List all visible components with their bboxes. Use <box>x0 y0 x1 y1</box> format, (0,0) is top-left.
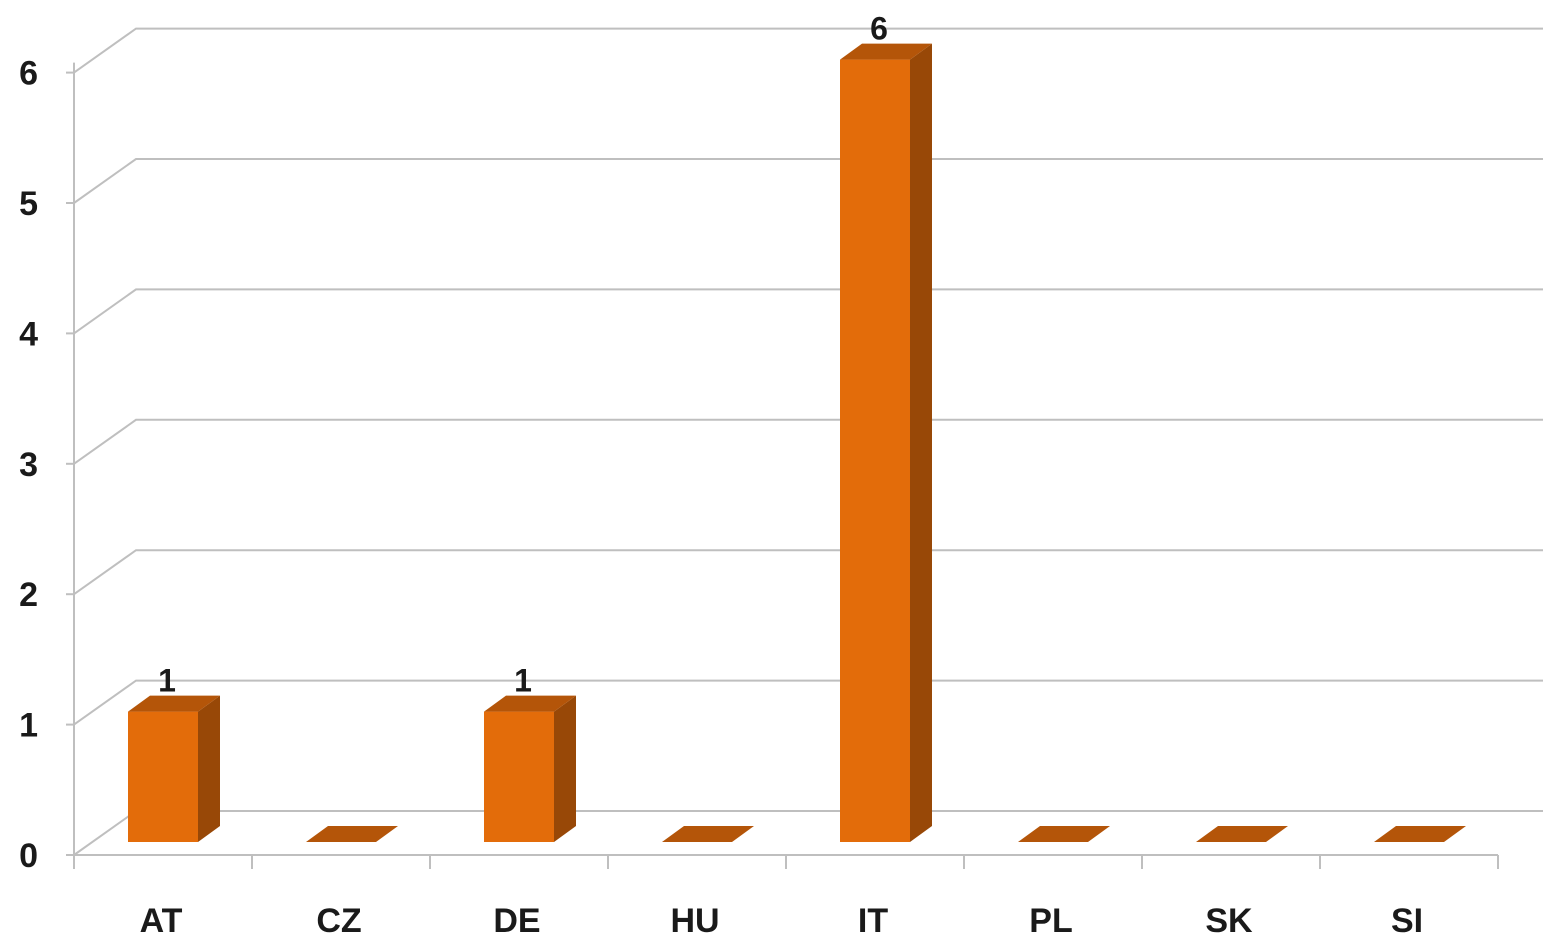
bars <box>128 43 1466 843</box>
bar-front <box>484 711 554 842</box>
y-tick-label: 5 <box>19 185 38 223</box>
y-tick-label: 2 <box>19 576 38 614</box>
gridline <box>73 549 1543 596</box>
bar-sk <box>1196 826 1288 842</box>
bar-side <box>198 695 220 842</box>
gridline <box>73 27 1543 74</box>
data-label: 1 <box>158 663 176 699</box>
bar-hu <box>662 826 754 842</box>
gridline <box>73 158 1543 204</box>
x-tick-label-si: SI <box>1391 902 1423 938</box>
y-tick-label: 1 <box>19 707 38 745</box>
bar-de <box>484 695 576 842</box>
bar-front <box>840 59 910 843</box>
bar-at <box>128 695 220 842</box>
y-tick-label: 3 <box>19 446 38 484</box>
gridline <box>73 679 1543 726</box>
bar-top <box>840 43 932 60</box>
bar-it <box>840 43 932 843</box>
y-tick-label: 4 <box>19 315 38 353</box>
x-tick-label-sk: SK <box>1205 902 1253 938</box>
x-tick-label-cz: CZ <box>316 902 361 938</box>
gridline <box>73 418 1543 465</box>
bar-side <box>910 43 932 843</box>
bar-si <box>1374 826 1466 842</box>
bar-top <box>1196 826 1288 842</box>
bar-top <box>662 826 754 842</box>
bar-cz <box>306 826 398 842</box>
data-label: 1 <box>514 663 532 699</box>
x-tick-label-it: IT <box>858 902 888 938</box>
bar-top <box>1374 826 1466 842</box>
bar-top <box>128 695 220 712</box>
data-label: 6 <box>870 11 888 47</box>
x-tick-label-de: DE <box>493 902 540 938</box>
bar-top <box>306 826 398 842</box>
bar-top <box>484 695 576 712</box>
gridline <box>73 810 1543 856</box>
x-tick-label-hu: HU <box>670 902 719 938</box>
axes <box>66 62 1499 869</box>
bar-top <box>1018 826 1110 842</box>
bar-side <box>554 695 576 842</box>
x-tick-label-at: AT <box>140 902 183 938</box>
labels: 0 1 2 3 4 5 6 1 AT CZ 1 DE HU 6 IT PL SK SI <box>19 11 1423 938</box>
bar-pl <box>1018 826 1110 842</box>
gridline <box>73 288 1543 335</box>
y-tick-label: 6 <box>19 55 38 93</box>
bar-front <box>128 711 198 842</box>
y-tick-label: 0 <box>19 837 38 875</box>
gridlines <box>73 27 1543 856</box>
x-tick-label-pl: PL <box>1029 902 1072 938</box>
